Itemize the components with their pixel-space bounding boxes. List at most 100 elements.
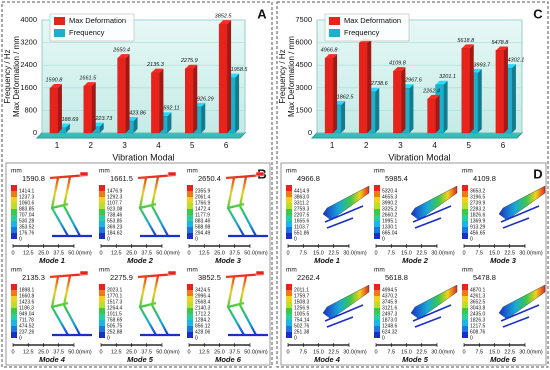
legend-swatch [329,17,340,25]
scale-label: 4370.2 [382,293,398,299]
y-tick-label: 7500 [295,15,312,24]
ruler-label: 37.5 [53,349,64,355]
ruler-label: 25.0 [126,349,137,355]
ruler-label: 25.0 [38,250,49,256]
ruler-label: 12.5 [23,349,34,355]
scale-max: 5618.8 [385,273,408,282]
scale-label: 1103.7 [294,224,309,230]
legend-label: Max Deformation [344,16,401,25]
scale-label: 1508.3 [294,299,310,305]
colorbar-band [11,320,17,326]
bar [151,72,160,134]
value-label: 2738.6 [370,81,389,87]
colorbar-band [374,227,380,233]
bar-top [495,46,508,51]
colorbar-band [462,332,468,338]
colorbar-band [286,203,292,209]
scale-label: 0 [195,335,198,341]
colorbar-band [374,191,380,197]
scale-label: 0 [382,236,385,242]
bar-side [333,54,338,133]
bar [427,98,436,134]
probe-tag [255,270,265,276]
ruler-label: 0 [462,349,465,355]
colorbar-band [99,227,105,233]
colorbar-band [11,215,17,221]
structure [137,272,180,337]
colorbar-band [187,308,193,314]
bar [83,85,92,134]
colorbar-band [286,332,292,338]
scale-label: 4261.3 [470,293,486,299]
panel-box [280,162,547,366]
scale-max: 4109.8 [473,174,496,183]
colorbar-band [462,227,468,233]
colorbar-band [11,191,17,197]
structure [324,205,364,229]
ruler-label: 25.0 [38,349,49,355]
scale-label: 1660.8 [19,293,35,299]
colorbar-band [286,191,292,197]
legend-label: Frequency [69,28,105,37]
value-label: 2262.4 [422,88,440,94]
scale-label: 758.65 [107,317,123,323]
structure [322,284,370,320]
ruler-label: 7.5 [387,349,395,355]
colorbar-band [286,296,292,302]
mode-name: Mode 6 [215,355,242,364]
value-label: 2135.3 [146,62,165,68]
colorbar-band [286,215,292,221]
value-label: 188.69 [62,117,79,123]
probe-tag [255,171,265,177]
bar [117,57,126,134]
left-frame [1,1,273,368]
probe-tag [167,270,177,276]
scale-label: 369.23 [107,224,123,230]
bar-side [511,64,516,133]
x-tick-label: 2 [89,141,94,150]
value-label: 2967.6 [404,78,423,84]
ruler-label: 15.0 [401,349,412,355]
scale-label: 0 [107,335,110,341]
ruler-label: 15.0 [489,349,500,355]
scale-label: 711.78 [19,317,34,323]
value-label: 5618.8 [457,38,475,44]
y-tick-label: 0 [33,128,37,137]
colorbar-band [187,302,193,308]
ruler-label: 30.0(mm) [343,250,367,256]
scale-label: 2283.2 [470,206,486,212]
colorbar-band [187,209,193,215]
mode-name: Mode 4 [39,355,66,364]
colorbar-band [11,185,17,191]
value-label: 4302.1 [508,58,525,64]
colorbar-band [187,203,193,209]
ruler-label: 37.5 [53,250,64,256]
colorbar-band [286,320,292,326]
scale-max: 3852.5 [198,273,221,282]
bar-side [227,20,232,133]
value-label: 4966.8 [321,48,339,54]
colorbar-band [187,197,193,203]
scale-label: 2355.9 [195,188,211,194]
bar-side [235,73,240,133]
ruler-label: 37.5 [229,349,240,355]
ruler-label: 25.0 [126,250,137,256]
value-label: 3852.5 [215,14,233,20]
x-tick-label: 6 [501,141,506,150]
scale-label: 624.32 [382,329,398,335]
colorbar-band [462,203,468,209]
colorbar-band [99,302,105,308]
mode-name: Mode 1 [314,256,340,265]
structure [412,205,452,229]
structure [225,173,268,238]
scale-label: 1060.6 [19,200,35,206]
colorbar-band [99,320,105,326]
unit-label: mm [286,267,297,274]
y-axis-label: Max Deformation / mm [12,36,21,117]
bar [393,70,402,134]
scale-label: 3990.2 [382,200,398,206]
scale-label: 2435.0 [470,311,486,317]
colorbar-band [99,185,105,191]
ruler-label: 22.5 [416,349,427,355]
ruler-label: 12.5 [111,349,122,355]
